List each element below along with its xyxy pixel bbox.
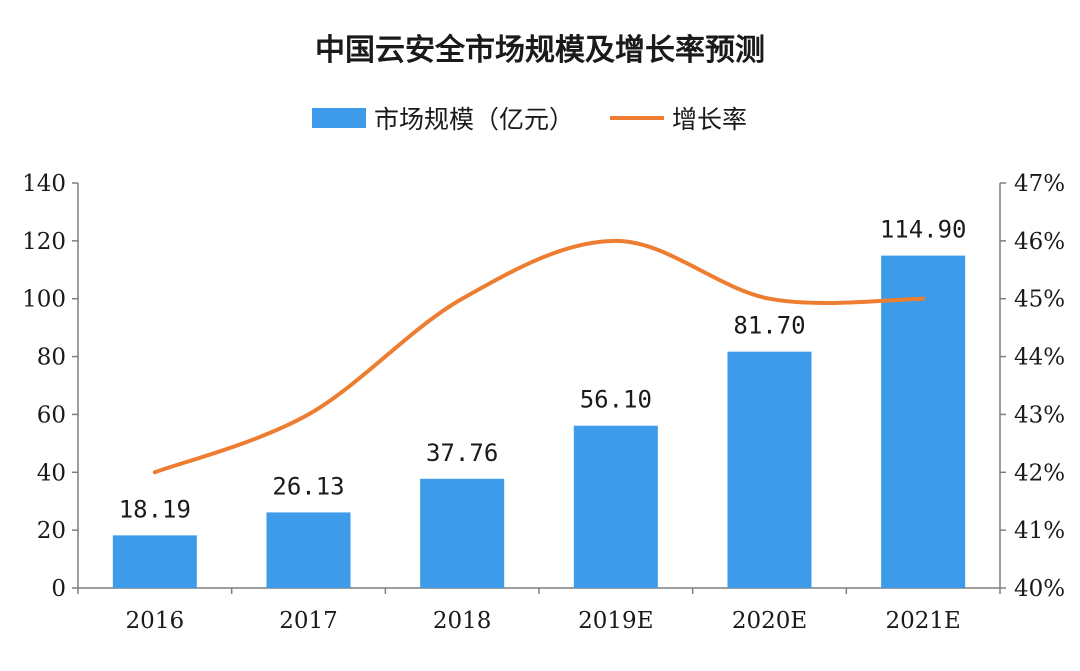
- growth-line: [152, 238, 926, 475]
- y-right-tick-label: 45%: [1014, 287, 1065, 313]
- bar-value-label: 56.10: [580, 386, 652, 414]
- y-left-tick-label: 0: [51, 576, 66, 602]
- bar-value-label: 26.13: [272, 472, 344, 500]
- legend-bar-swatch: [312, 108, 366, 128]
- y-right-tick-label: 43%: [1014, 402, 1065, 428]
- bars: [112, 255, 966, 588]
- chart-title: 中国云安全市场规模及增长率预测: [315, 33, 765, 68]
- bar: [573, 425, 658, 588]
- legend-bar-label: 市场规模（亿元）: [374, 105, 574, 134]
- y-right-tick-label: 47%: [1014, 171, 1065, 197]
- data-labels: 18.19 26.13 37.76 56.10 81.70 114.90: [119, 216, 967, 524]
- y-left-tick-label: 100: [22, 287, 66, 313]
- x-tick-label: 2016: [126, 608, 185, 634]
- y-left-tick-label: 140: [22, 171, 66, 197]
- bar-value-label: 37.76: [426, 439, 498, 467]
- y-left-tick-label: 60: [37, 402, 66, 428]
- bar: [881, 255, 966, 588]
- x-tick-label: 2019E: [578, 608, 653, 634]
- y-right-tick-label: 41%: [1014, 518, 1065, 544]
- y-left-tick-label: 120: [22, 229, 66, 255]
- y-left-tick-label: 80: [37, 345, 66, 371]
- x-tick-label: 2017: [279, 608, 338, 634]
- bar: [266, 512, 351, 588]
- y-right-tick-label: 44%: [1014, 345, 1065, 371]
- x-tick-label: 2018: [433, 608, 492, 634]
- bar: [112, 535, 197, 588]
- growth-rate-line: [152, 238, 926, 475]
- bar-value-label: 81.70: [733, 312, 805, 340]
- x-tick-label: 2021E: [886, 608, 961, 634]
- y-right-tick-label: 42%: [1014, 460, 1065, 486]
- bar-value-label: 18.19: [119, 495, 191, 523]
- y-right-tick-label: 40%: [1014, 576, 1065, 602]
- axes: 0 20 40 60 80 100 120 140 40% 41% 42% 43% 44% 45% 46% 4…: [22, 171, 1065, 634]
- bar: [420, 478, 505, 588]
- y-left-tick-label: 20: [37, 518, 66, 544]
- bar: [727, 351, 812, 588]
- bar-value-label: 114.90: [880, 216, 967, 244]
- legend: 市场规模（亿元） 增长率: [312, 105, 747, 134]
- x-tick-label: 2020E: [732, 608, 807, 634]
- y-left-tick-label: 40: [37, 460, 66, 486]
- legend-line-label: 增长率: [672, 105, 747, 134]
- y-right-tick-label: 46%: [1014, 229, 1065, 255]
